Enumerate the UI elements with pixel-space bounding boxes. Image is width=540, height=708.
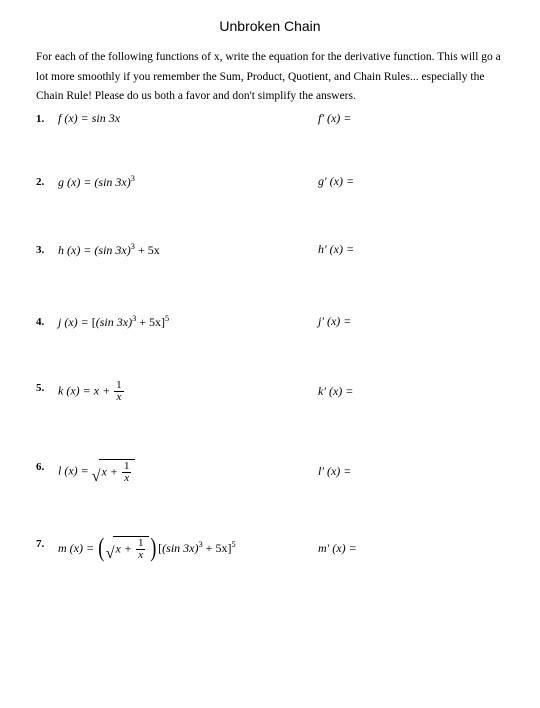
fraction: 1x bbox=[122, 461, 132, 484]
problem-lhs: j (x) = [(sin 3x)3 + 5x]5 bbox=[58, 314, 318, 330]
problem-number: 6. bbox=[36, 459, 58, 473]
problem-lhs: k (x) = x + 1x bbox=[58, 380, 318, 403]
instructions: For each of the following functions of x… bbox=[36, 48, 504, 107]
problem-lhs: g (x) = (sin 3x)3 bbox=[58, 174, 318, 190]
problem-rhs: m′ (x) = bbox=[318, 541, 357, 556]
sqrt: √x + 1x bbox=[92, 459, 136, 484]
hx-expr: h (x) = (sin 3x) bbox=[58, 243, 131, 257]
numerator: 1 bbox=[114, 380, 124, 392]
sqrt-pre: x + bbox=[116, 541, 135, 555]
jx-inner-suf: + 5x bbox=[136, 315, 161, 329]
problem-6: 6. l (x) = √x + 1x l′ (x) = bbox=[36, 459, 504, 484]
sqrt: √x + 1x bbox=[106, 536, 150, 561]
brak-suf: + 5x bbox=[203, 540, 228, 554]
radical-icon: √ bbox=[106, 546, 115, 562]
problem-7: 7. m (x) = (√x + 1x)[(sin 3x)3 + 5x]5 m′… bbox=[36, 536, 504, 562]
outer-exponent: 5 bbox=[165, 314, 169, 323]
problem-rhs: g′ (x) = bbox=[318, 174, 354, 189]
problem-lhs: f (x) = sin 3x bbox=[58, 111, 318, 126]
sqrt-pre: x + bbox=[102, 464, 121, 478]
problem-number: 2. bbox=[36, 174, 58, 188]
brak-inner: (sin 3x) bbox=[162, 540, 198, 554]
kx-prefix: k (x) = x + bbox=[58, 383, 113, 397]
sqrt-body: x + 1x bbox=[113, 536, 150, 561]
problem-rhs: h′ (x) = bbox=[318, 242, 354, 257]
problem-lhs: l (x) = √x + 1x bbox=[58, 459, 318, 484]
problem-rhs: j′ (x) = bbox=[318, 314, 351, 329]
problem-1: 1. f (x) = sin 3x f′ (x) = bbox=[36, 111, 504, 126]
problem-5: 5. k (x) = x + 1x k′ (x) = bbox=[36, 380, 504, 403]
jx-inner: (sin 3x) bbox=[96, 315, 132, 329]
problem-rhs: f′ (x) = bbox=[318, 111, 351, 126]
mx-prefix: m (x) = bbox=[58, 540, 97, 554]
problem-rhs: k′ (x) = bbox=[318, 384, 353, 399]
gx-expr: g (x) = (sin 3x) bbox=[58, 175, 131, 189]
sqrt-body: x + 1x bbox=[99, 459, 136, 484]
denominator: x bbox=[136, 550, 146, 561]
problem-2: 2. g (x) = (sin 3x)3 g′ (x) = bbox=[36, 174, 504, 190]
problems-list: 1. f (x) = sin 3x f′ (x) = 2. g (x) = (s… bbox=[36, 111, 504, 562]
worksheet-page: Unbroken Chain For each of the following… bbox=[0, 0, 540, 708]
denominator: x bbox=[122, 473, 132, 484]
problem-number: 3. bbox=[36, 242, 58, 256]
denominator: x bbox=[114, 392, 124, 403]
fraction: 1x bbox=[136, 538, 146, 561]
problem-number: 4. bbox=[36, 314, 58, 328]
close-paren: ) bbox=[151, 535, 157, 561]
outer-exponent: 5 bbox=[231, 539, 235, 548]
problem-lhs: m (x) = (√x + 1x)[(sin 3x)3 + 5x]5 bbox=[58, 536, 318, 562]
problem-lhs: h (x) = (sin 3x)3 + 5x bbox=[58, 242, 318, 258]
exponent: 3 bbox=[131, 174, 135, 183]
jx-prefix: j (x) = bbox=[58, 315, 92, 329]
numerator: 1 bbox=[122, 461, 132, 473]
problem-3: 3. h (x) = (sin 3x)3 + 5x h′ (x) = bbox=[36, 242, 504, 258]
problem-rhs: l′ (x) = bbox=[318, 464, 351, 479]
hx-suffix: + 5x bbox=[135, 243, 160, 257]
problem-number: 5. bbox=[36, 380, 58, 394]
problem-number: 1. bbox=[36, 111, 58, 125]
open-paren: ( bbox=[98, 535, 104, 561]
problem-number: 7. bbox=[36, 536, 58, 550]
fx-expr: f (x) = sin 3x bbox=[58, 111, 120, 125]
fraction: 1x bbox=[114, 380, 124, 403]
radical-icon: √ bbox=[92, 469, 101, 485]
page-title: Unbroken Chain bbox=[36, 18, 504, 34]
problem-4: 4. j (x) = [(sin 3x)3 + 5x]5 j′ (x) = bbox=[36, 314, 504, 330]
lx-prefix: l (x) = bbox=[58, 463, 92, 477]
